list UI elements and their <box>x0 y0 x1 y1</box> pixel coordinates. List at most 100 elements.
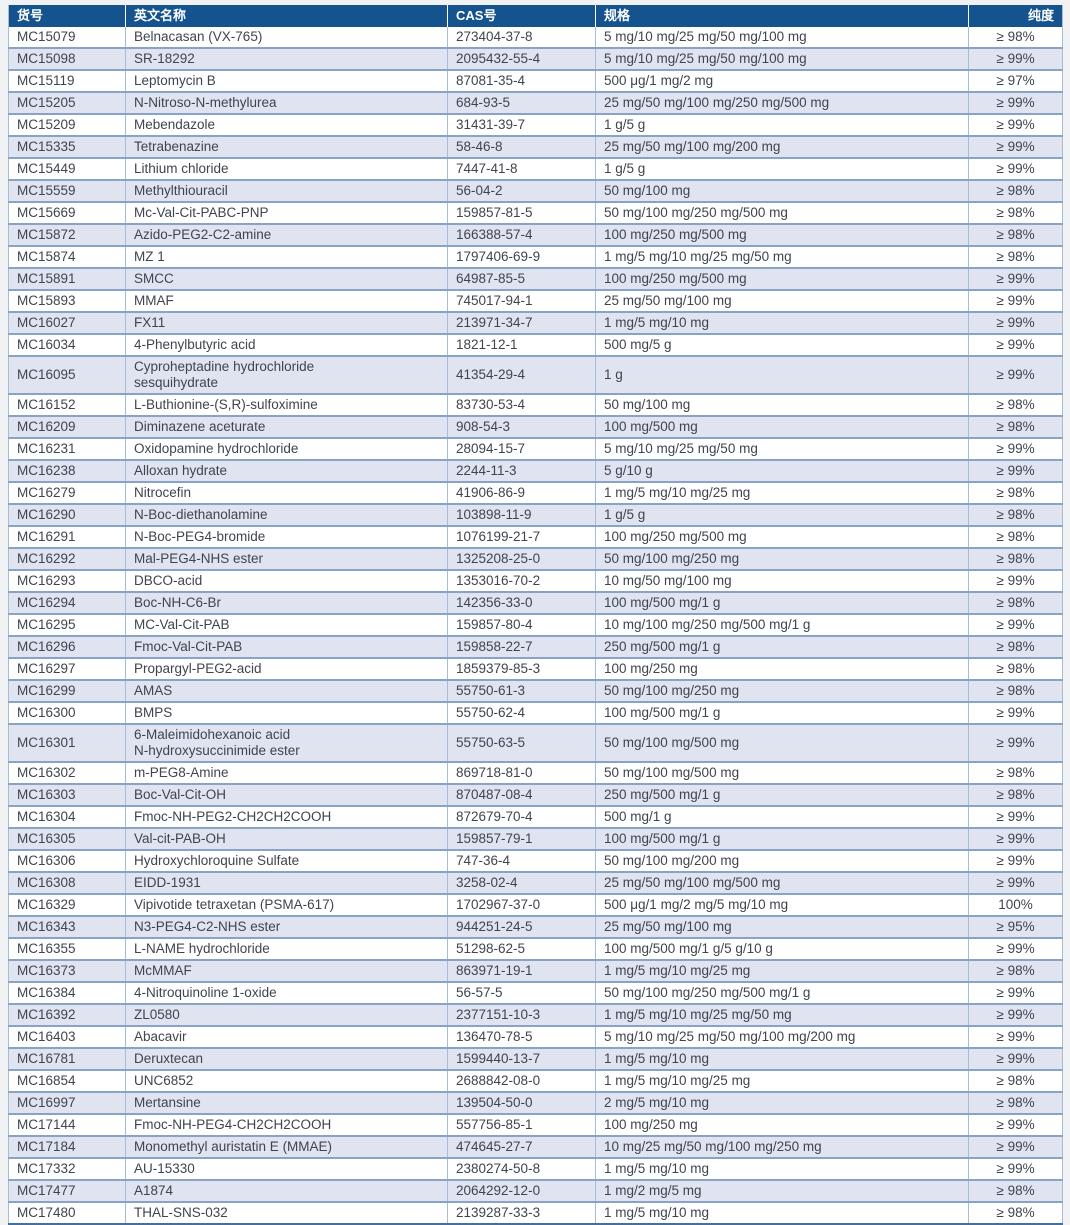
table-row: MC16308 EIDD-1931 3258-02-4 25 mg/50 mg/100… <box>8 872 1063 895</box>
cell-catalog: MC16295 <box>8 614 126 637</box>
cell-spec: 100 mg/500 mg <box>595 416 969 439</box>
cell-spec: 100 mg/500 mg/1 g <box>595 828 969 851</box>
cell-name: EIDD-1931 <box>125 872 448 895</box>
cell-catalog: MC16296 <box>8 636 126 659</box>
cell-catalog: MC16034 <box>8 334 126 357</box>
cell-name: Diminazene aceturate <box>125 416 448 439</box>
table-row: MC15872 Azido-PEG2-C2-amine 166388-57-4 100… <box>8 224 1063 247</box>
cell-name: Oxidopamine hydrochloride <box>125 438 448 461</box>
table-row: MC17184 Monomethyl auristatin E (MMAE) 474… <box>8 1136 1063 1159</box>
cell-purity: ≥ 98% <box>968 1180 1063 1203</box>
table-row: MC16238 Alloxan hydrate 2244-11-3 5 g/10 g ≥… <box>8 460 1063 483</box>
cell-cas: 28094-15-7 <box>447 438 596 461</box>
cell-purity: ≥ 98% <box>968 224 1063 247</box>
table-row: MC15559 Methylthiouracil 56-04-2 50 mg/100 … <box>8 180 1063 203</box>
cell-cas: 56-57-5 <box>447 982 596 1005</box>
table-row: MC15669 Mc-Val-Cit-PABC-PNP 159857-81-5 50 … <box>8 202 1063 225</box>
cell-name: Nitrocefin <box>125 482 448 505</box>
cell-spec: 50 mg/100 mg/250 mg <box>595 548 969 571</box>
table-row: MC15119 Leptomycin B 87081-35-4 500 μg/1 mg… <box>8 70 1063 93</box>
cell-spec: 100 mg/250 mg/500 mg <box>595 268 969 291</box>
cell-catalog: MC16384 <box>8 982 126 1005</box>
cell-name: MC-Val-Cit-PAB <box>125 614 448 637</box>
cell-cas: 2095432-55-4 <box>447 48 596 71</box>
cell-spec: 100 mg/250 mg <box>595 658 969 681</box>
cell-purity: ≥ 99% <box>968 268 1063 291</box>
cell-catalog: MC15205 <box>8 92 126 115</box>
cell-name: FX11 <box>125 312 448 335</box>
cell-catalog: MC15449 <box>8 158 126 181</box>
cell-purity: ≥ 99% <box>968 114 1063 137</box>
cell-catalog: MC15119 <box>8 70 126 93</box>
cell-purity: ≥ 99% <box>968 938 1063 961</box>
table-row: MC16302 m-PEG8-Amine 869718-81-0 50 mg/100 … <box>8 762 1063 785</box>
cell-catalog: MC16293 <box>8 570 126 593</box>
cell-spec: 1 mg/5 mg/10 mg <box>595 312 969 335</box>
cell-catalog: MC17144 <box>8 1114 126 1137</box>
cell-catalog: MC16027 <box>8 312 126 335</box>
cell-name: A1874 <box>125 1180 448 1203</box>
cell-name: Val-cit-PAB-OH <box>125 828 448 851</box>
cell-name: Boc-NH-C6-Br <box>125 592 448 615</box>
cell-cas: 83730-53-4 <box>447 394 596 417</box>
cell-purity: ≥ 98% <box>968 960 1063 983</box>
cell-spec: 250 mg/500 mg/1 g <box>595 784 969 807</box>
cell-purity: ≥ 98% <box>968 680 1063 703</box>
table-row: MC15205 N-Nitroso-N-methylurea 684-93-5 25 … <box>8 92 1063 115</box>
cell-purity: ≥ 99% <box>968 1114 1063 1137</box>
cell-catalog: MC16152 <box>8 394 126 417</box>
cell-purity: ≥ 98% <box>968 246 1063 269</box>
cell-cas: 136470-78-5 <box>447 1026 596 1049</box>
cell-cas: 1599440-13-7 <box>447 1048 596 1071</box>
cell-cas: 1353016-70-2 <box>447 570 596 593</box>
cell-name: Mc-Val-Cit-PABC-PNP <box>125 202 448 225</box>
cell-catalog: MC16403 <box>8 1026 126 1049</box>
cell-name: Mebendazole <box>125 114 448 137</box>
cell-spec: 50 mg/100 mg/500 mg <box>595 762 969 785</box>
cell-purity: ≥ 98% <box>968 1202 1063 1224</box>
cell-spec: 25 mg/50 mg/100 mg/500 mg <box>595 872 969 895</box>
cell-name: Azido-PEG2-C2-amine <box>125 224 448 247</box>
table-row: MC16296 Fmoc-Val-Cit-PAB 159858-22-7 250 mg… <box>8 636 1063 659</box>
cell-spec: 500 mg/5 g <box>595 334 969 357</box>
cell-cas: 1325208-25-0 <box>447 548 596 571</box>
cell-purity: ≥ 99% <box>968 614 1063 637</box>
cell-spec: 1 mg/5 mg/10 mg/25 mg <box>595 482 969 505</box>
cell-spec: 500 μg/1 mg/2 mg <box>595 70 969 93</box>
cell-cas: 745017-94-1 <box>447 290 596 313</box>
cell-spec: 50 mg/100 mg/250 mg/500 mg/1 g <box>595 982 969 1005</box>
cell-cas: 213971-34-7 <box>447 312 596 335</box>
cell-name: Vipivotide tetraxetan (PSMA-617) <box>125 894 448 917</box>
cell-name: L-NAME hydrochloride <box>125 938 448 961</box>
cell-spec: 1 mg/5 mg/10 mg/25 mg <box>595 1070 969 1093</box>
table-row: MC16279 Nitrocefin 41906-86-9 1 mg/5 mg/10 … <box>8 482 1063 505</box>
cell-name: 4-Nitroquinoline 1-oxide <box>125 982 448 1005</box>
cell-name: Fmoc-Val-Cit-PAB <box>125 636 448 659</box>
cell-catalog: MC16294 <box>8 592 126 615</box>
cell-spec: 1 mg/5 mg/10 mg <box>595 1158 969 1181</box>
cell-cas: 64987-85-5 <box>447 268 596 291</box>
cell-purity: ≥ 99% <box>968 982 1063 1005</box>
cell-catalog: MC15891 <box>8 268 126 291</box>
cell-purity: ≥ 99% <box>968 850 1063 873</box>
cell-spec: 100 mg/500 mg/1 g <box>595 592 969 615</box>
table-row: MC16355 L-NAME hydrochloride 51298-62-5 100… <box>8 938 1063 961</box>
cell-catalog: MC16343 <box>8 916 126 939</box>
cell-catalog: MC16329 <box>8 894 126 917</box>
cell-catalog: MC16290 <box>8 504 126 527</box>
cell-name: Propargyl-PEG2-acid <box>125 658 448 681</box>
cell-name: Hydroxychloroquine Sulfate <box>125 850 448 873</box>
cell-cas: 2139287-33-3 <box>447 1202 596 1224</box>
table-row: MC16781 Deruxtecan 1599440-13-7 1 mg/5 mg/1… <box>8 1048 1063 1071</box>
cell-catalog: MC16300 <box>8 702 126 725</box>
table-row: MC15874 MZ 1 1797406-69-9 1 mg/5 mg/10 mg/2… <box>8 246 1063 269</box>
product-table: 货号 英文名称 CAS号 规格 纯度 MC15079 Belnacasan (VX… <box>8 5 1063 1225</box>
cell-spec: 50 mg/100 mg/200 mg <box>595 850 969 873</box>
cell-purity: ≥ 98% <box>968 482 1063 505</box>
cell-spec: 50 mg/100 mg <box>595 180 969 203</box>
column-header-purity: 纯度 <box>968 5 1063 27</box>
cell-spec: 1 mg/5 mg/10 mg/25 mg/50 mg <box>595 246 969 269</box>
cell-cas: 872679-70-4 <box>447 806 596 829</box>
cell-catalog: MC16854 <box>8 1070 126 1093</box>
cell-name: DBCO-acid <box>125 570 448 593</box>
